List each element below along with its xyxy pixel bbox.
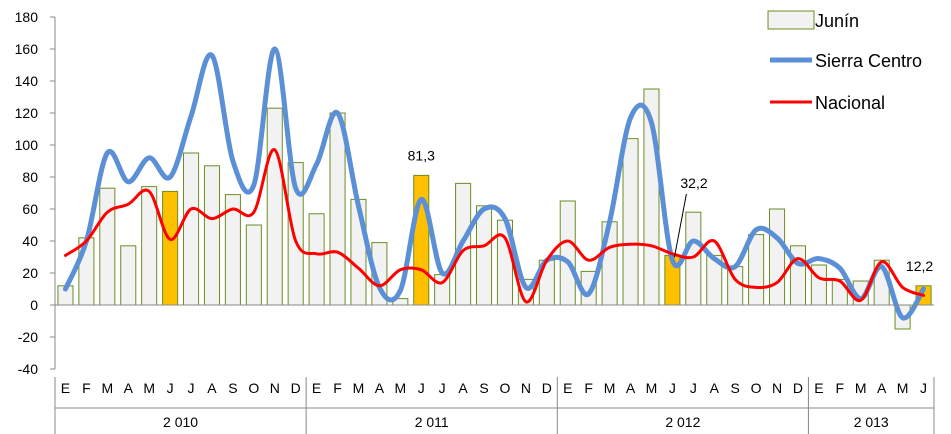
- y-tick-label: 20: [22, 265, 38, 281]
- year-label: 2 010: [163, 414, 198, 430]
- x-tick-label: E: [563, 380, 572, 396]
- x-tick-label: A: [207, 380, 217, 396]
- x-tick-label: O: [248, 380, 259, 396]
- y-tick-label: 140: [15, 73, 39, 89]
- bar: [99, 187, 116, 306]
- year-label: 2 011: [415, 414, 449, 430]
- x-tick-label: M: [143, 380, 155, 396]
- x-tick-label: N: [270, 380, 280, 396]
- bar: [769, 208, 786, 306]
- x-tick-label: D: [542, 380, 552, 396]
- y-tick-label: -20: [18, 329, 38, 345]
- legend-label: Nacional: [815, 93, 885, 113]
- x-tick-label: F: [584, 380, 593, 396]
- x-tick-label: J: [439, 380, 446, 396]
- x-tick-label: A: [710, 380, 720, 396]
- x-tick-label: J: [920, 380, 927, 396]
- x-tick-label: A: [626, 380, 636, 396]
- data-label: 32,2: [680, 175, 707, 191]
- data-label: 12,2: [906, 258, 933, 274]
- x-tick-label: M: [855, 380, 867, 396]
- bar: [329, 112, 346, 306]
- x-tick-label: J: [167, 380, 174, 396]
- x-tick-label: J: [690, 380, 697, 396]
- x-tick-label: S: [731, 380, 740, 396]
- y-tick-label: 40: [22, 233, 38, 249]
- bar: [748, 234, 765, 306]
- bar: [622, 138, 639, 306]
- legend-label: Junín: [815, 11, 859, 31]
- x-tick-label: M: [394, 380, 406, 396]
- bar: [245, 224, 262, 306]
- lines-layer: [62, 46, 927, 321]
- series-line-sierra-centro: [62, 46, 927, 321]
- bar: [266, 107, 283, 306]
- bar: [476, 205, 493, 306]
- x-tick-label: E: [61, 380, 70, 396]
- x-tick-label: D: [291, 380, 301, 396]
- series-line-nacional: [63, 148, 926, 304]
- x-tick-label: F: [333, 380, 342, 396]
- data-label-leader: [673, 193, 687, 258]
- y-tick-label: 160: [15, 41, 39, 57]
- y-tick-label: 60: [22, 201, 38, 217]
- year-label: 2 012: [665, 414, 700, 430]
- x-tick-label: M: [897, 380, 909, 396]
- bar: [203, 165, 220, 306]
- x-tick-label: A: [877, 380, 887, 396]
- x-tick-label: E: [814, 380, 823, 396]
- y-tick-label: 80: [22, 169, 38, 185]
- x-tick-label: A: [124, 380, 134, 396]
- legend-swatch-bar: [767, 10, 815, 30]
- x-tick-label: M: [101, 380, 113, 396]
- y-tick-label: 180: [15, 9, 39, 25]
- x-tick-label: O: [751, 380, 762, 396]
- x-tick-label: F: [82, 380, 91, 396]
- x-tick-label: O: [500, 380, 511, 396]
- x-tick-label: F: [836, 380, 845, 396]
- bar: [413, 174, 430, 306]
- x-tick-label: D: [793, 380, 803, 396]
- bar: [120, 245, 137, 306]
- y-tick-label: -40: [18, 361, 38, 377]
- x-tick-label: S: [228, 380, 237, 396]
- x-tick-label: J: [669, 380, 676, 396]
- bar: [162, 190, 179, 306]
- data-label: 81,3: [408, 147, 435, 163]
- x-tick-label: M: [646, 380, 658, 396]
- y-tick-label: 100: [15, 137, 39, 153]
- y-tick-label: 120: [15, 105, 39, 121]
- legend: Junín Sierra Centro Nacional: [767, 10, 922, 113]
- x-tick-label: J: [188, 380, 195, 396]
- bar: [308, 213, 325, 306]
- bar: [831, 278, 848, 306]
- x-tick-label: M: [353, 380, 365, 396]
- bar: [559, 200, 576, 306]
- year-label: 2 013: [854, 414, 889, 430]
- bar: [183, 152, 200, 306]
- labels-layer: 81,3 32,2 12,2: [408, 147, 934, 273]
- x-tick-label: S: [479, 380, 488, 396]
- x-tick-label: M: [604, 380, 616, 396]
- y-tick-label: 0: [30, 297, 38, 313]
- x-tick-label: A: [375, 380, 385, 396]
- x-tick-label: E: [312, 380, 321, 396]
- x-tick-label: N: [772, 380, 782, 396]
- x-tick-label: A: [458, 380, 468, 396]
- legend-label: Sierra Centro: [815, 51, 922, 71]
- x-tick-label: N: [521, 380, 531, 396]
- x-tick-label: J: [418, 380, 425, 396]
